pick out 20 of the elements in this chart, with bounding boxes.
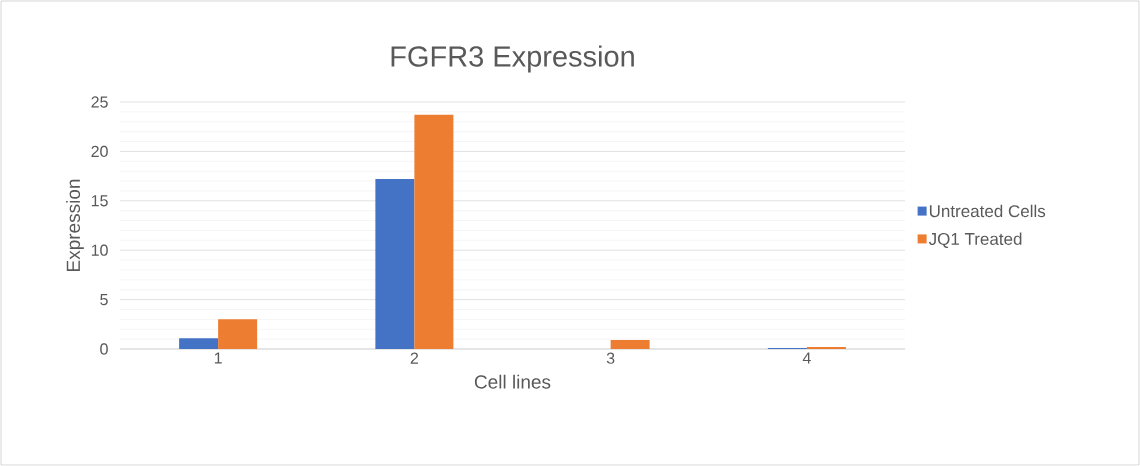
chart-title: FGFR3 Expression — [391, 45, 634, 73]
y-tick-label: 15 — [91, 195, 108, 207]
y-tick-label: 25 — [91, 96, 108, 108]
y-tick-label: 10 — [91, 244, 108, 256]
y-axis-title: Expression — [66, 179, 84, 271]
x-axis-title: Cell lines — [474, 374, 551, 389]
y-tick-label: 5 — [100, 294, 108, 306]
x-tick-label: 3 — [606, 352, 615, 364]
y-tick-label: 20 — [91, 145, 108, 158]
bar — [610, 340, 650, 349]
x-tick-label: 1 — [214, 352, 222, 364]
legend-label: Untreated Cells — [929, 204, 1046, 218]
legend-label: JQ1 Treated — [928, 232, 1022, 249]
bar — [179, 338, 219, 349]
bar — [414, 114, 454, 349]
x-tick-label: 4 — [802, 352, 811, 364]
bar — [218, 319, 258, 349]
bar — [375, 179, 415, 349]
y-tick-label: 0 — [100, 343, 108, 355]
x-tick-label: 2 — [410, 352, 419, 364]
